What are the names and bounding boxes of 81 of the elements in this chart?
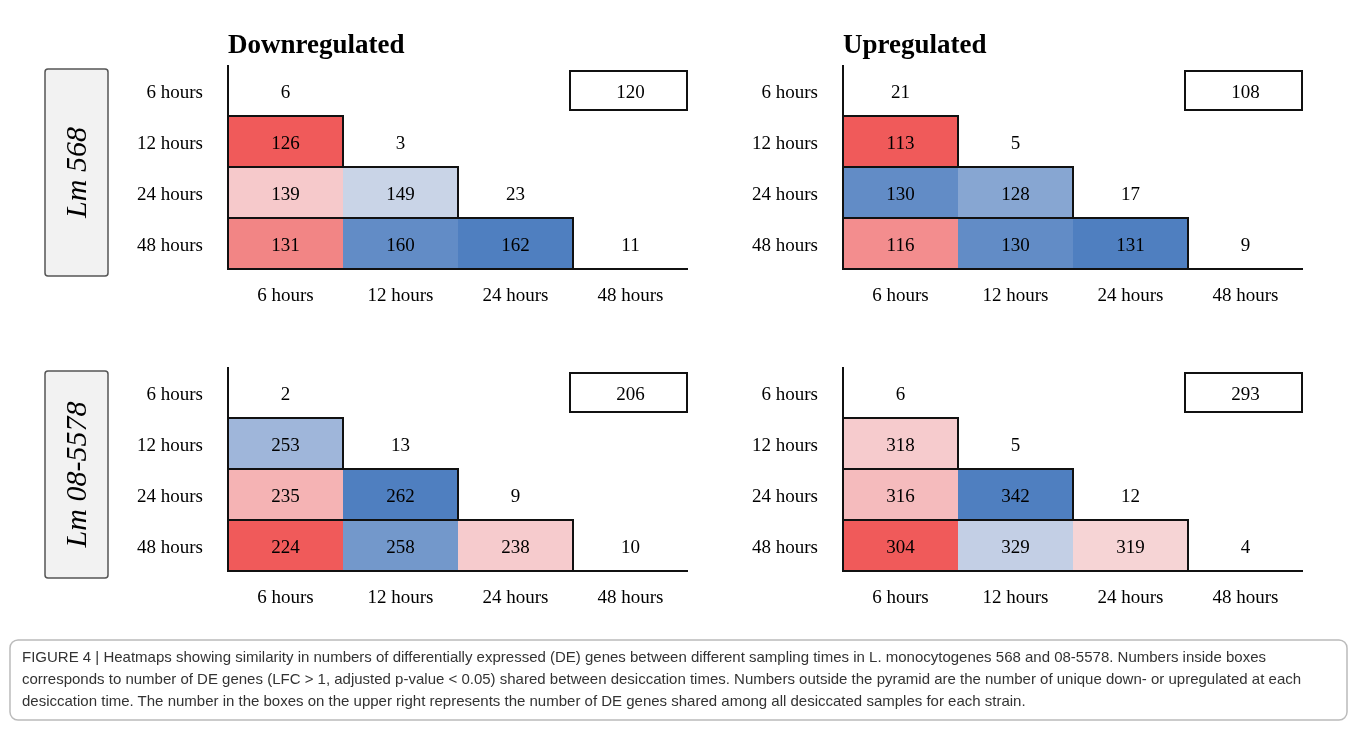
x-tick-label: 24 hours <box>1097 586 1164 607</box>
data-label: 9 <box>1240 233 1251 255</box>
y-tick-label: 12 hours <box>752 131 818 153</box>
y-tick-label: 6 hours <box>146 382 203 404</box>
data-label: 128 <box>1001 182 1030 204</box>
data-label: 235 <box>271 484 300 506</box>
y-tick-label: 12 hours <box>137 131 203 153</box>
y-tick-label: 12 hours <box>752 433 818 455</box>
y-tick-label: 24 hours <box>137 484 203 506</box>
y-tick-label: 12 hours <box>137 433 203 455</box>
data-label: 5 <box>1010 131 1021 153</box>
data-label: 13 <box>391 433 410 455</box>
data-label: 238 <box>501 535 530 557</box>
data-label: 342 <box>1001 484 1030 506</box>
data-label: 11 <box>621 233 640 255</box>
y-tick-label: 6 hours <box>761 382 818 404</box>
data-label: 160 <box>386 233 415 255</box>
x-tick-label: 6 hours <box>257 284 314 305</box>
data-label: 130 <box>1001 233 1030 255</box>
x-tick-label: 48 hours <box>597 586 664 607</box>
x-tick-label: 24 hours <box>482 586 549 607</box>
data-label: 162 <box>501 233 530 255</box>
data-label: 108 <box>1231 80 1260 102</box>
data-label: 10 <box>621 535 640 557</box>
x-tick-label: 12 hours <box>367 284 434 305</box>
data-label: 3 <box>395 131 406 153</box>
data-label: 139 <box>271 182 300 204</box>
data-label: 6 <box>280 80 291 102</box>
data-label: 126 <box>271 131 300 153</box>
data-label: 258 <box>386 535 415 557</box>
y-tick-label: 48 hours <box>137 233 203 255</box>
y-axis-title: Lm 568 <box>59 127 92 219</box>
data-label: 253 <box>271 433 300 455</box>
data-label: 6 <box>895 382 906 404</box>
data-label: 319 <box>1116 535 1145 557</box>
data-label: 318 <box>886 433 915 455</box>
data-label: 131 <box>1116 233 1145 255</box>
x-tick-label: 12 hours <box>982 586 1049 607</box>
x-tick-label: 48 hours <box>597 284 664 305</box>
data-label: 4 <box>1240 535 1251 557</box>
data-label: 149 <box>386 182 415 204</box>
data-label: 5 <box>1010 433 1021 455</box>
data-label: 2 <box>280 382 291 404</box>
data-label: 120 <box>616 80 645 102</box>
x-tick-label: 48 hours <box>1212 586 1279 607</box>
data-label: 116 <box>886 233 915 255</box>
data-label: 293 <box>1231 382 1260 404</box>
y-tick-label: 6 hours <box>761 80 818 102</box>
chart-title: Downregulated <box>228 29 405 59</box>
data-label: 224 <box>271 535 301 557</box>
data-label: 329 <box>1001 535 1030 557</box>
data-label: 206 <box>616 382 645 404</box>
data-label: 17 <box>1121 182 1140 204</box>
y-tick-label: 24 hours <box>752 484 818 506</box>
x-tick-label: 12 hours <box>982 284 1049 305</box>
data-label: 21 <box>891 80 910 102</box>
x-tick-label: 12 hours <box>367 586 434 607</box>
data-label: 316 <box>886 484 915 506</box>
y-tick-label: 48 hours <box>137 535 203 557</box>
data-label: 12 <box>1121 484 1140 506</box>
y-tick-label: 24 hours <box>752 182 818 204</box>
chart-title: Upregulated <box>843 29 987 59</box>
y-axis-title: Lm 08-5578 <box>59 401 92 549</box>
x-tick-label: 24 hours <box>1097 284 1164 305</box>
data-label: 304 <box>886 535 916 557</box>
data-label: 131 <box>271 233 300 255</box>
y-tick-label: 24 hours <box>137 182 203 204</box>
data-label: 262 <box>386 484 415 506</box>
y-tick-label: 6 hours <box>146 80 203 102</box>
x-tick-label: 6 hours <box>257 586 314 607</box>
data-label: 9 <box>510 484 521 506</box>
data-label: 130 <box>886 182 915 204</box>
caption: FIGURE 4 | Heatmaps showing similarity in numbers of differentially expressed (DE) genes between different sampling times in L. monocytogenes 568 and 08-5578. Numbers inside boxes corresponds to number of DE genes (LFC > 1, adjusted p-value < 0.05) shared between desiccation times. Numbers outside the pyramid are the number of unique down- or upregulated at each desiccation time. The number in the boxes on the upper right represents the number of DE genes shared among all desiccated samples for each strain. <box>22 648 1302 709</box>
data-label: 113 <box>886 131 915 153</box>
x-tick-label: 48 hours <box>1212 284 1279 305</box>
x-tick-label: 6 hours <box>872 586 929 607</box>
y-tick-label: 48 hours <box>752 233 818 255</box>
x-tick-label: 24 hours <box>482 284 549 305</box>
x-tick-label: 6 hours <box>872 284 929 305</box>
y-tick-label: 48 hours <box>752 535 818 557</box>
data-label: 23 <box>506 182 525 204</box>
